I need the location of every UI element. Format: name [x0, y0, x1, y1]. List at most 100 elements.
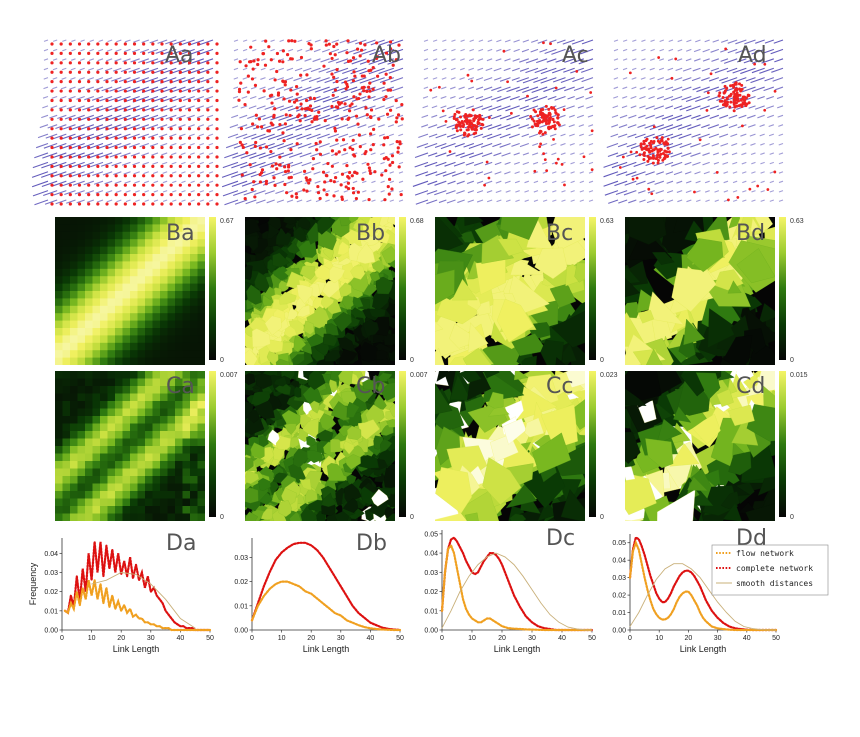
network-node — [206, 127, 210, 131]
vector-arrow — [622, 95, 628, 99]
heatmap-cell — [77, 305, 86, 314]
vector-arrow — [611, 114, 619, 118]
vector-arrow — [367, 124, 376, 128]
heatmap-cell — [100, 217, 108, 225]
network-node — [178, 202, 182, 206]
heatmap-cell — [436, 426, 461, 466]
network-node — [300, 107, 304, 111]
vector-arrow — [208, 152, 214, 155]
network-node — [736, 98, 740, 102]
vector-arrow — [741, 171, 747, 174]
vector-arrow — [661, 114, 674, 120]
network-node — [590, 168, 594, 172]
heatmap-cell — [77, 335, 86, 344]
heatmap-cell — [107, 393, 116, 402]
heatmap-cell — [145, 231, 153, 240]
network-node — [50, 145, 54, 150]
heatmap-cell — [467, 322, 489, 354]
network-node — [132, 127, 137, 131]
y-tick-label: 0.01 — [44, 608, 58, 615]
heatmap-cell — [62, 386, 71, 394]
heatmap-cell — [182, 371, 191, 379]
heatmap-cell — [122, 224, 131, 233]
heatmap-cell — [107, 254, 116, 262]
vector-arrow — [504, 171, 511, 175]
vector-arrow — [240, 105, 248, 109]
heatmap-cell — [565, 371, 585, 388]
network-node — [160, 183, 164, 187]
network-node — [308, 96, 312, 100]
vector-arrow — [659, 39, 665, 42]
heatmap-cell — [122, 483, 131, 492]
vector-arrow — [181, 199, 186, 202]
network-node — [309, 43, 313, 47]
vector-arrow — [532, 143, 539, 147]
vector-arrow — [754, 105, 765, 110]
heatmap-cell — [190, 305, 198, 314]
network-node — [169, 117, 173, 121]
heatmap-cell — [758, 303, 775, 325]
heatmap-cell — [167, 506, 176, 514]
heatmap-cell — [137, 468, 146, 477]
vector-arrow — [551, 152, 557, 156]
heatmap-cell — [175, 224, 183, 233]
heatmap-cell — [197, 431, 205, 439]
heatmap-cell — [55, 498, 63, 507]
vector-arrow — [621, 105, 628, 109]
network-node — [330, 164, 334, 168]
network-node — [721, 103, 725, 107]
vector-arrow — [199, 143, 205, 146]
vector-arrow — [328, 58, 340, 64]
vector-arrow — [504, 58, 511, 62]
heatmap-cell — [107, 298, 116, 307]
heatmap-cell — [197, 246, 205, 255]
network-node — [243, 197, 247, 201]
vector-arrow — [478, 48, 484, 52]
network-node — [635, 176, 639, 180]
vector-arrow — [144, 190, 150, 193]
network-node — [735, 91, 739, 95]
vector-arrow — [315, 124, 330, 131]
vector-arrow — [487, 124, 502, 130]
vector-arrow — [258, 95, 266, 100]
heatmap-cell — [190, 298, 198, 307]
heatmap-cell — [55, 401, 63, 409]
network-node — [169, 164, 173, 168]
network-node — [376, 74, 380, 78]
vector-arrow — [561, 190, 566, 193]
vector-arrow — [53, 133, 67, 140]
vector-arrow — [702, 152, 710, 156]
vector-arrow — [741, 143, 747, 146]
vector-arrow — [751, 190, 756, 193]
network-node — [123, 98, 127, 103]
vector-arrow — [778, 161, 784, 165]
network-node — [59, 145, 63, 150]
heatmap-cell — [92, 313, 101, 321]
vector-arrow — [519, 67, 530, 72]
vector-arrow — [746, 48, 756, 53]
vector-arrow — [465, 161, 475, 166]
vector-arrow — [249, 161, 266, 169]
vector-arrow — [534, 67, 548, 74]
vector-arrow — [748, 105, 756, 109]
network-node — [59, 80, 63, 84]
heatmap-cell — [338, 371, 353, 386]
network-node — [197, 89, 201, 93]
heatmap-cell — [92, 446, 101, 454]
vector-arrow — [692, 86, 701, 91]
heatmap-mesh — [245, 217, 395, 365]
heatmap-cell — [673, 406, 692, 423]
network-node — [299, 55, 304, 60]
network-node — [732, 103, 736, 107]
vector-arrow — [350, 77, 367, 84]
heatmap-cell — [130, 408, 138, 417]
vector-arrow — [291, 86, 303, 92]
vector-arrow — [343, 180, 349, 184]
vector-arrow — [361, 48, 376, 55]
heatmap-cell — [145, 453, 153, 462]
vector-arrow — [133, 171, 140, 175]
heatmap-cell — [137, 224, 146, 233]
vector-arrow — [423, 67, 429, 71]
network-node — [727, 94, 731, 98]
vector-arrow — [536, 58, 548, 64]
